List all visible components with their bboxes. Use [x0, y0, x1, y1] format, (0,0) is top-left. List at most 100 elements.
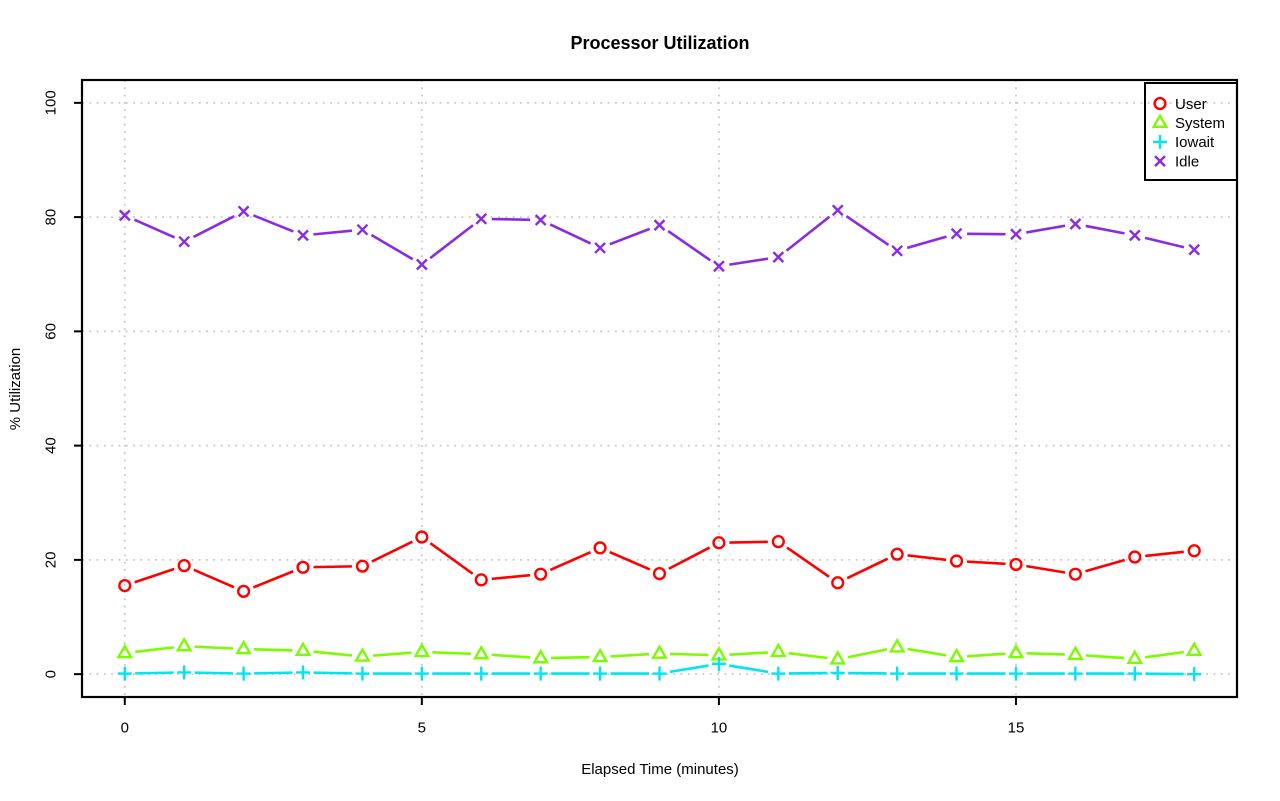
series-iowait: [117, 656, 1202, 682]
series-segment: [313, 671, 352, 675]
plus-marker: [533, 666, 548, 681]
x-marker: [1069, 218, 1082, 230]
legend-label: System: [1175, 115, 1225, 132]
plus-marker: [355, 666, 370, 681]
series-segment: [907, 647, 947, 657]
x-tick-label: 5: [418, 719, 426, 736]
triangle-marker: [769, 642, 787, 658]
plus-marker: [1068, 666, 1083, 681]
plus-marker: [414, 666, 429, 681]
triangle-marker: [413, 642, 431, 658]
x-marker: [237, 205, 250, 218]
series-segment: [966, 652, 1006, 658]
y-tick-label: 0: [42, 670, 59, 678]
x-marker: [534, 214, 547, 226]
series-segment: [135, 671, 174, 675]
x-marker: [831, 204, 844, 217]
x-axis-label: Elapsed Time (minutes): [581, 761, 739, 778]
series-segment: [549, 550, 592, 572]
series-segment: [549, 223, 592, 245]
y-tick-label: 100: [42, 90, 59, 115]
series-segment: [845, 215, 890, 246]
series-segment: [491, 217, 531, 222]
series-segment: [667, 230, 712, 262]
series-segment: [669, 652, 709, 657]
y-axis-label: % Utilization: [7, 348, 24, 431]
x-marker: [950, 227, 963, 240]
triangle-marker: [235, 639, 252, 655]
series-segment: [786, 546, 830, 578]
x-marker: [1154, 155, 1166, 167]
x-marker: [356, 223, 369, 236]
series-segment: [313, 650, 353, 657]
plus-marker: [830, 666, 845, 681]
legend-item-iowait: Iowait: [1153, 134, 1215, 151]
series-segment: [785, 215, 831, 252]
series-segment: [194, 671, 234, 675]
series-segment: [1145, 550, 1184, 558]
circle-marker: [652, 566, 667, 581]
circle-marker: [1068, 567, 1082, 581]
y-tick-label: 40: [42, 437, 59, 454]
triangle-marker: [354, 647, 371, 662]
series-segment: [906, 235, 947, 250]
x-tick-label: 10: [711, 719, 728, 736]
series-segment: [1085, 224, 1125, 235]
circle-marker: [949, 554, 964, 568]
x-marker: [475, 212, 488, 225]
series-segment: [134, 567, 175, 584]
x-marker: [713, 260, 725, 273]
series-segment: [313, 229, 353, 236]
legend: User System Iowait Idle: [1144, 82, 1238, 181]
series-segment: [609, 227, 651, 246]
circle-marker: [237, 584, 251, 598]
circle-marker: [118, 578, 132, 593]
series-segment: [1026, 652, 1065, 656]
circle-marker: [1187, 544, 1201, 558]
y-tick-label: 20: [42, 552, 59, 569]
circle-marker: [474, 573, 488, 587]
series-segment: [429, 542, 474, 575]
series-segment: [1026, 564, 1066, 574]
plus-marker: [593, 666, 608, 681]
triangle-marker: [532, 648, 550, 664]
plus-marker: [652, 666, 667, 681]
legend-item-system: System: [1151, 113, 1225, 132]
series-segment: [610, 652, 650, 658]
circle-marker: [534, 567, 548, 581]
circle-marker: [296, 560, 310, 574]
triangle-marker: [116, 643, 134, 659]
series-idle: [118, 204, 1201, 273]
legend-item-user: User: [1153, 96, 1207, 113]
series-system: [116, 636, 1203, 665]
triangle-marker: [175, 636, 193, 652]
series-segment: [194, 645, 234, 650]
series-segment: [1145, 650, 1184, 659]
plus-marker: [711, 656, 726, 671]
series-segment: [729, 257, 769, 266]
series-segment: [1144, 236, 1185, 249]
series-segment: [252, 570, 294, 589]
plus-marker: [949, 666, 964, 681]
series-segment: [254, 671, 293, 675]
legend-label: User: [1175, 96, 1207, 113]
plot-box: [80, 78, 1239, 699]
triangle-marker: [1067, 645, 1084, 661]
series-segment: [551, 655, 590, 660]
x-tick-label: 15: [1008, 719, 1025, 736]
series-segment: [491, 573, 531, 581]
series-segment: [729, 664, 769, 674]
x-marker: [1010, 228, 1022, 241]
series-segment: [847, 648, 888, 659]
x-marker: [653, 219, 666, 231]
gridlines: [82, 80, 1237, 697]
x-marker: [178, 235, 191, 248]
triangle-marker: [472, 644, 490, 660]
series-segment: [254, 648, 293, 652]
y-tick-label: 80: [42, 209, 59, 226]
series-segment: [1085, 558, 1126, 573]
series-segment: [609, 550, 651, 571]
series-segment: [788, 651, 828, 660]
plus-marker: [117, 666, 132, 681]
